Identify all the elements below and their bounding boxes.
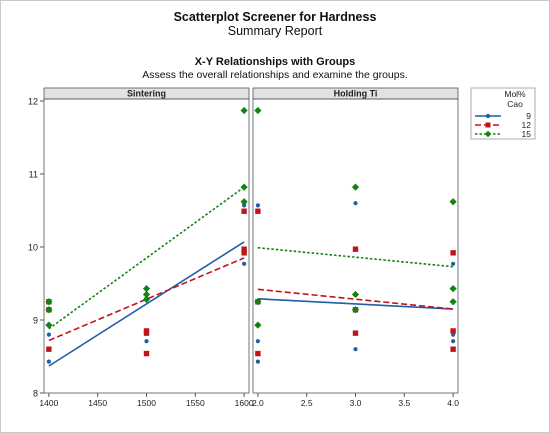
y-tick-label: 9 [33,316,38,326]
point-cao-12 [255,350,261,357]
fit-line-9 [48,241,245,367]
section-subtitle: Assess the overall relationships and exa… [142,69,408,81]
x-tick-label: 3.5 [398,398,410,408]
x-tick-label: 2.5 [301,398,313,408]
point-cao-15 [240,106,248,115]
legend-box [470,87,536,140]
x-tick-label: 4.0 [447,398,459,408]
point-cao-15 [449,298,457,306]
y-tick-label: 10 [28,243,38,253]
point-cao-15 [142,290,151,299]
fit-line-12 [257,288,454,310]
legend-marker-15 [484,130,492,138]
panel-title: Holding Ti [334,89,378,99]
point-cao-9 [353,201,358,206]
point-cao-15 [45,306,53,314]
legend-label: 9 [526,111,531,121]
fit-line-15 [48,186,245,330]
fit-line-15 [257,246,454,268]
point-cao-12 [450,328,456,334]
point-cao-12 [143,328,150,334]
point-cao-9 [353,347,358,352]
point-cao-12 [450,250,456,256]
legend-title: Mol% [504,89,526,99]
x-tick-label: 3.0 [350,398,362,408]
x-tick-label: 1550 [186,398,205,408]
point-cao-15 [449,285,457,293]
point-cao-15 [351,183,360,191]
fit-line-9 [257,298,454,310]
point-cao-12 [241,246,247,252]
report-title: Scatterplot Screener for Hardness [173,10,377,24]
point-cao-12 [241,250,247,256]
section-title: X-Y Relationships with Groups [194,56,356,68]
legend-marker-12 [485,122,491,128]
legend-label: 15 [522,129,532,139]
point-cao-9 [451,339,456,344]
x-tick-label: 1600 [235,398,254,408]
legend-label: 12 [522,120,532,130]
point-cao-15 [142,295,151,304]
point-cao-9 [255,359,260,364]
x-tick-label: 1450 [88,398,107,408]
x-tick-label: 2.0 [252,398,264,408]
point-cao-9 [46,332,51,337]
y-tick-label: 8 [33,389,38,399]
point-cao-9 [46,359,51,364]
point-cao-15 [351,306,360,314]
point-cao-15 [254,298,262,306]
point-cao-15 [142,285,151,293]
point-cao-9 [451,261,456,266]
point-cao-15 [449,198,457,206]
point-cao-15 [351,290,360,299]
point-cao-15 [45,298,53,306]
legend-variable: Cao [507,99,523,109]
point-cao-12 [255,208,261,214]
report-subtitle: Summary Report [227,24,323,38]
point-cao-15 [240,198,248,206]
legend-marker-9 [485,113,491,119]
x-tick-label: 1500 [137,398,156,408]
point-cao-15 [240,183,248,191]
point-cao-15 [254,106,262,115]
point-cao-9 [255,339,260,344]
point-cao-12 [143,350,150,357]
point-cao-12 [241,208,247,214]
point-cao-9 [255,203,260,208]
point-cao-15 [254,321,262,329]
y-tick-label: 11 [29,170,38,180]
point-cao-9 [242,261,247,266]
y-tick-label: 12 [28,97,38,107]
point-cao-15 [45,321,53,329]
fit-line-12 [48,257,245,342]
point-cao-9 [144,339,149,344]
x-tick-label: 1400 [39,398,58,408]
point-cao-12 [352,246,359,252]
point-cao-12 [352,330,359,336]
point-cao-12 [450,346,456,352]
panel-title: Sintering [127,89,166,99]
point-cao-12 [46,346,52,352]
